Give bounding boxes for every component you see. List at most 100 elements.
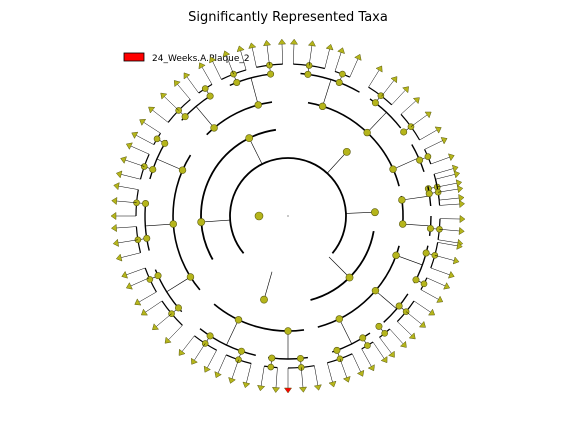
- leaf-node: [356, 369, 365, 377]
- tree-branch: [375, 290, 397, 310]
- leaf-branch: [246, 363, 252, 383]
- leaf-branch: [405, 311, 422, 325]
- legend: 24_Weeks.A.Plaque_2: [123, 52, 250, 64]
- leaf-node: [451, 164, 459, 173]
- tree-node: [237, 347, 245, 355]
- tree-node: [267, 363, 275, 371]
- leaf-branch: [419, 129, 438, 141]
- leaf-node: [289, 38, 299, 45]
- leaf-node: [271, 387, 281, 394]
- tree-branch: [345, 211, 375, 214]
- leaf-node: [209, 56, 217, 64]
- tree-node: [398, 196, 406, 204]
- subclade-arc: [369, 98, 402, 129]
- tree-node: [416, 156, 424, 164]
- center-point: [287, 215, 289, 217]
- leaf-node: [390, 76, 398, 84]
- leaf-node: [173, 80, 181, 88]
- tree-node: [153, 135, 161, 143]
- clade-arc: [307, 101, 400, 187]
- leaf-branch: [434, 168, 454, 175]
- tree-node: [422, 249, 430, 257]
- tree-node: [142, 200, 150, 208]
- leaf-branch: [314, 365, 319, 386]
- leaf-branch: [168, 325, 183, 340]
- leaf-branch: [240, 50, 247, 70]
- leaf-node: [148, 106, 156, 114]
- tree-node: [233, 78, 241, 86]
- leaf-branch: [145, 300, 163, 313]
- leaf-branch: [437, 182, 457, 188]
- leaf-node: [277, 38, 287, 45]
- tree-node: [178, 166, 187, 174]
- leaf-branch: [130, 145, 150, 155]
- leaf-branch: [438, 239, 458, 244]
- leaf-branch: [352, 353, 361, 372]
- cladogram-tree: [110, 38, 466, 394]
- tree-node: [161, 139, 169, 147]
- tree-node: [335, 315, 344, 323]
- leaf-node: [313, 384, 322, 391]
- leaf-node: [408, 332, 416, 340]
- tree-node: [318, 102, 327, 111]
- tree-node: [342, 147, 351, 156]
- leaf-node: [434, 126, 442, 134]
- tree-node: [197, 218, 206, 226]
- leaf-branch: [410, 114, 428, 127]
- leaf-highlight: [283, 387, 293, 394]
- leaf-node: [337, 47, 345, 54]
- leaf-branch: [438, 188, 458, 193]
- leaf-branch: [156, 313, 172, 327]
- leaf-node: [152, 323, 160, 331]
- leaf-node: [257, 384, 266, 392]
- leaf-node: [112, 238, 120, 247]
- leaf-branch: [327, 362, 333, 383]
- leaf-branch: [164, 96, 179, 111]
- leaf-node: [298, 386, 308, 393]
- leaf-node: [111, 196, 118, 206]
- tree-node: [143, 234, 151, 242]
- leaf-node: [140, 308, 148, 316]
- clade-arc: [317, 245, 400, 328]
- leaf-branch: [439, 203, 460, 206]
- leaf-node: [191, 357, 198, 365]
- leaf-node: [121, 270, 128, 279]
- tree-branch: [156, 158, 183, 171]
- subclade-arc: [199, 328, 256, 356]
- leaf-branch: [439, 228, 460, 232]
- leaf-node: [236, 45, 245, 53]
- leaf-branch: [181, 335, 195, 352]
- leaf-branch: [266, 45, 270, 66]
- clade-arc: [172, 154, 201, 291]
- tree-branch: [145, 223, 174, 227]
- leaf-node: [448, 270, 455, 279]
- tree-node: [210, 124, 218, 132]
- leaf-node: [388, 350, 395, 358]
- figure-title: Significantly Represented Taxa: [188, 10, 388, 25]
- leaf-branch: [118, 239, 138, 244]
- leaf-branch: [413, 300, 431, 313]
- tree-node: [339, 70, 346, 78]
- ring-arc-level2-left: [200, 128, 277, 260]
- leaf-branch: [207, 350, 217, 368]
- leaf-branch: [430, 156, 450, 165]
- leaf-node: [402, 86, 409, 94]
- leaf-branch: [300, 367, 304, 388]
- tree-branch: [366, 112, 387, 133]
- tree-node: [296, 354, 304, 362]
- leaf-node: [428, 308, 436, 316]
- leaf-node: [399, 340, 407, 348]
- tree-node: [284, 327, 292, 335]
- leaf-branch: [130, 277, 150, 287]
- leaf-node: [375, 65, 383, 73]
- leaf-node: [164, 336, 172, 344]
- leaf-node: [380, 356, 388, 364]
- leaf-node: [436, 295, 444, 303]
- leaf-branch: [308, 45, 313, 66]
- leaf-node: [139, 119, 147, 126]
- leaf-node: [452, 256, 460, 265]
- tree-node: [234, 316, 243, 324]
- leaf-node: [125, 142, 133, 150]
- tree-node: [201, 85, 209, 92]
- leaf-node: [110, 211, 117, 221]
